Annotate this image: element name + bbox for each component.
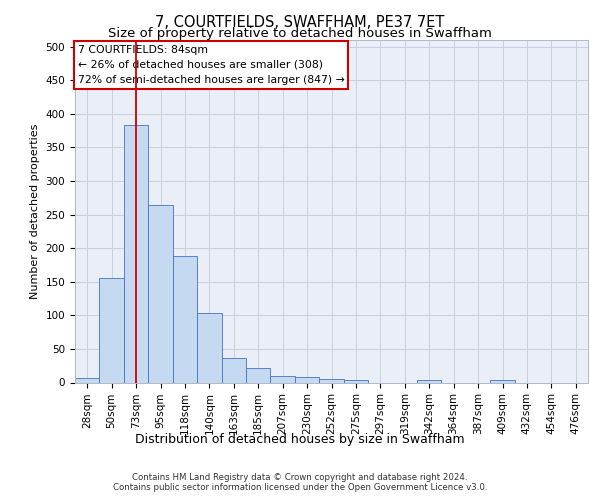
- Bar: [295, 377, 319, 382]
- Bar: [148, 204, 173, 382]
- Bar: [221, 358, 246, 382]
- Bar: [344, 380, 368, 382]
- Bar: [173, 256, 197, 382]
- Y-axis label: Number of detached properties: Number of detached properties: [30, 124, 40, 299]
- Text: 7, COURTFIELDS, SWAFFHAM, PE37 7ET: 7, COURTFIELDS, SWAFFHAM, PE37 7ET: [155, 15, 445, 30]
- Text: Distribution of detached houses by size in Swaffham: Distribution of detached houses by size …: [135, 432, 465, 446]
- Bar: [100, 278, 124, 382]
- Bar: [246, 368, 271, 382]
- Bar: [319, 379, 344, 382]
- Bar: [124, 124, 148, 382]
- Text: Contains HM Land Registry data © Crown copyright and database right 2024.: Contains HM Land Registry data © Crown c…: [132, 472, 468, 482]
- Text: 7 COURTFIELDS: 84sqm
← 26% of detached houses are smaller (308)
72% of semi-deta: 7 COURTFIELDS: 84sqm ← 26% of detached h…: [77, 45, 344, 84]
- Bar: [197, 314, 221, 382]
- Bar: [490, 380, 515, 382]
- Bar: [75, 378, 100, 382]
- Bar: [417, 380, 442, 382]
- Text: Contains public sector information licensed under the Open Government Licence v3: Contains public sector information licen…: [113, 482, 487, 492]
- Bar: [271, 376, 295, 382]
- Text: Size of property relative to detached houses in Swaffham: Size of property relative to detached ho…: [108, 28, 492, 40]
